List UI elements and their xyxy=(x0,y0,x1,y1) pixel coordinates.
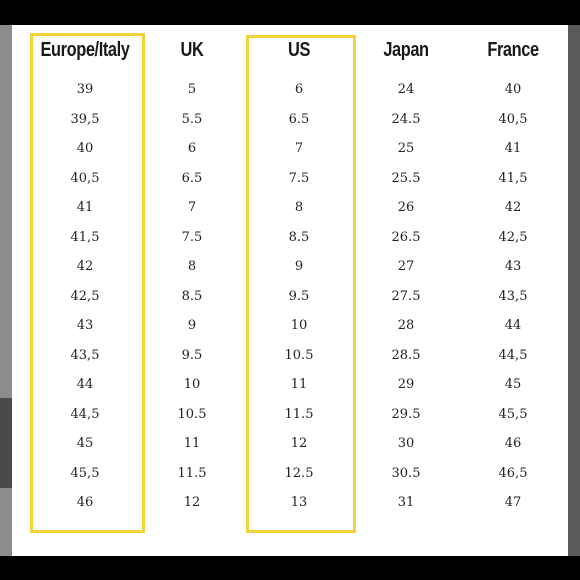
size-cell: 7 xyxy=(187,200,197,215)
size-cell: 7.5 xyxy=(181,229,203,245)
size-cell: 12.5 xyxy=(284,465,314,481)
size-cell: 43 xyxy=(504,259,522,274)
size-cell: 11 xyxy=(183,436,201,451)
size-cell: 30.5 xyxy=(391,465,421,481)
size-cell: 10 xyxy=(183,377,201,392)
size-cell: 31 xyxy=(397,495,415,510)
size-cell: 9.5 xyxy=(288,288,310,304)
europe-italy-highlight-box xyxy=(30,33,145,533)
size-cell: 11 xyxy=(290,377,308,392)
bottom-black-bar xyxy=(0,556,580,580)
size-cell: 39 xyxy=(76,82,94,97)
column-header-europe-italy: Europe/Italy xyxy=(40,39,130,61)
right-background-strip xyxy=(568,25,580,556)
size-cell: 6 xyxy=(294,82,304,97)
size-cell: 46 xyxy=(76,495,94,510)
size-cell: 13 xyxy=(290,495,308,510)
size-cell: 12 xyxy=(290,436,308,451)
size-cell: 26.5 xyxy=(391,229,421,245)
size-cell: 28.5 xyxy=(391,347,421,363)
size-cell: 11.5 xyxy=(284,406,314,422)
size-cell: 9.5 xyxy=(181,347,203,363)
size-cell: 8 xyxy=(294,200,304,215)
size-cell: 8.5 xyxy=(288,229,310,245)
size-cell: 44 xyxy=(76,377,94,392)
size-cell: 46,5 xyxy=(498,465,528,481)
size-cell: 7.5 xyxy=(288,170,310,186)
size-cell: 39,5 xyxy=(70,111,100,127)
size-cell: 45 xyxy=(504,377,522,392)
size-cell: 29.5 xyxy=(391,406,421,422)
size-cell: 6.5 xyxy=(288,111,310,127)
size-cell: 8.5 xyxy=(181,288,203,304)
column-header-france: France xyxy=(487,39,539,61)
size-cell: 40,5 xyxy=(70,170,100,186)
size-cell: 42,5 xyxy=(70,288,100,304)
size-cell: 45,5 xyxy=(70,465,100,481)
size-cell: 40,5 xyxy=(498,111,528,127)
size-cell: 9 xyxy=(294,259,304,274)
size-cell: 40 xyxy=(504,82,522,97)
size-cell: 42 xyxy=(76,259,94,274)
size-cell: 44,5 xyxy=(498,347,528,363)
size-cell: 30 xyxy=(397,436,415,451)
size-chart-card: Europe/Italy 39 39,5 40 40,5 41 41,5 42 42,5 43 43… xyxy=(12,25,568,556)
size-cell: 44 xyxy=(504,318,522,333)
size-cell: 10.5 xyxy=(177,406,207,422)
size-cell: 42 xyxy=(504,200,522,215)
size-cell: 27 xyxy=(397,259,415,274)
left-background-shadow xyxy=(0,398,12,488)
size-cell: 42,5 xyxy=(498,229,528,245)
size-cell: 43,5 xyxy=(498,288,528,304)
size-cell: 10 xyxy=(290,318,308,333)
size-cell: 25 xyxy=(397,141,415,156)
size-cell: 5.5 xyxy=(181,111,203,127)
column-header-japan: Japan xyxy=(383,39,429,61)
size-cell: 41 xyxy=(76,200,94,215)
size-cell: 8 xyxy=(187,259,197,274)
size-cell: 28 xyxy=(397,318,415,333)
us-highlight-box xyxy=(246,35,356,533)
size-cell: 44,5 xyxy=(70,406,100,422)
size-cell: 12 xyxy=(183,495,201,510)
top-black-bar xyxy=(0,0,580,25)
size-cell: 41,5 xyxy=(70,229,100,245)
size-cell: 27.5 xyxy=(391,288,421,304)
size-cell: 7 xyxy=(294,141,304,156)
size-cell: 10.5 xyxy=(284,347,314,363)
size-cell: 25.5 xyxy=(391,170,421,186)
size-cell: 43,5 xyxy=(70,347,100,363)
size-cell: 43 xyxy=(76,318,94,333)
size-cell: 11.5 xyxy=(177,465,207,481)
size-cell: 9 xyxy=(187,318,197,333)
size-cell: 24.5 xyxy=(391,111,421,127)
column-header-us: US xyxy=(288,39,310,61)
size-cell: 5 xyxy=(187,82,197,97)
size-cell: 47 xyxy=(504,495,522,510)
size-cell: 26 xyxy=(397,200,415,215)
size-cell: 40 xyxy=(76,141,94,156)
size-cell: 6.5 xyxy=(181,170,203,186)
size-cell: 29 xyxy=(397,377,415,392)
size-cell: 24 xyxy=(397,82,415,97)
size-cell: 45,5 xyxy=(498,406,528,422)
size-cell: 45 xyxy=(76,436,94,451)
size-cell: 46 xyxy=(504,436,522,451)
size-cell: 41,5 xyxy=(498,170,528,186)
size-cell: 41 xyxy=(504,141,522,156)
column-header-uk: UK xyxy=(180,39,204,61)
size-cell: 6 xyxy=(187,141,197,156)
